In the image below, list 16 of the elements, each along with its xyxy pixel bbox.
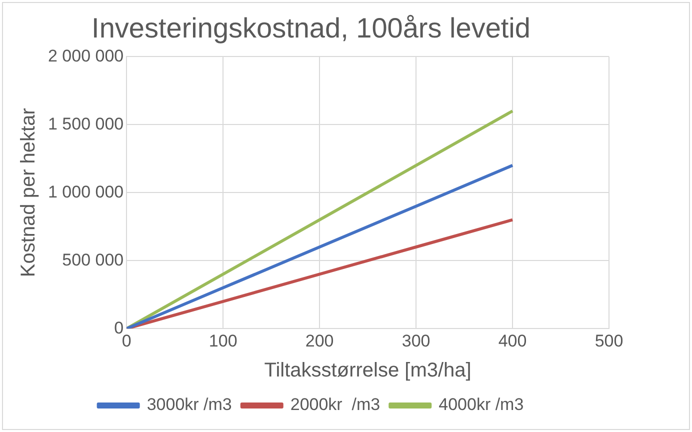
x-axis-title: Tiltaksstørrelse [m3/ha]: [264, 360, 472, 382]
x-tick-label: 400: [498, 331, 527, 350]
legend-label: 4000kr /m3: [438, 395, 524, 414]
y-tick-label: 500 000: [62, 250, 124, 270]
x-tick-label: 500: [594, 331, 624, 350]
x-tick-label: 100: [208, 331, 238, 350]
legend-label: 2000kr /m3: [290, 395, 380, 414]
x-tick-label: 200: [305, 331, 334, 350]
y-tick-label: 0: [114, 318, 124, 338]
chart-title: Investeringskostnad, 100års levetid: [92, 12, 530, 44]
y-tick-label: 1 000 000: [48, 182, 124, 202]
y-tick-label: 1 500 000: [48, 114, 124, 134]
legend-label: 3000kr /m3: [146, 395, 232, 414]
y-tick-label: 2 000 000: [48, 46, 124, 66]
x-tick-label: 300: [402, 331, 430, 350]
y-axis-title: Kostnad per hektar: [18, 108, 40, 278]
